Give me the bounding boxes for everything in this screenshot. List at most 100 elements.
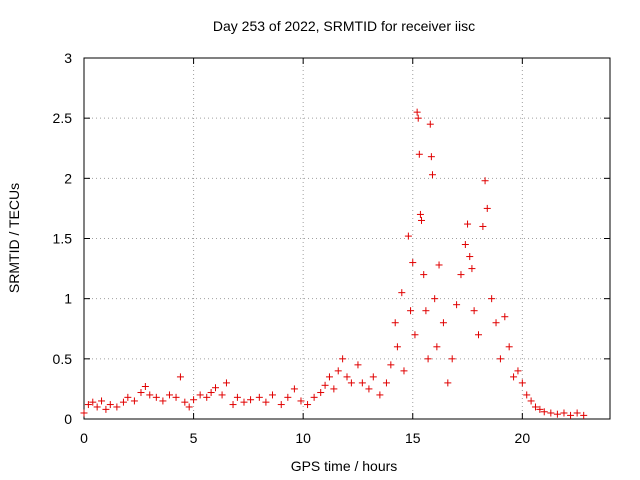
data-point [146, 391, 154, 399]
data-point [409, 259, 417, 267]
data-points [80, 108, 588, 419]
data-point [415, 150, 423, 158]
data-point [130, 397, 138, 405]
y-tick-label: 2 [64, 170, 72, 186]
data-point [547, 409, 555, 417]
y-tick-label: 1 [64, 291, 72, 307]
data-point [457, 271, 465, 279]
data-point [407, 307, 415, 315]
data-point [203, 393, 211, 401]
data-point [483, 204, 491, 212]
data-point [481, 177, 489, 185]
x-tick-label: 20 [515, 430, 531, 446]
data-point [317, 389, 325, 397]
data-point [369, 373, 377, 381]
data-point [284, 393, 292, 401]
y-axis-label: SRMTID / TECUs [6, 183, 22, 293]
grid-layer [84, 58, 610, 419]
y-tick-label: 1.5 [53, 231, 73, 247]
data-point [119, 398, 127, 406]
data-point [479, 222, 487, 230]
data-point [233, 393, 241, 401]
data-point [354, 361, 362, 369]
data-point [387, 361, 395, 369]
data-point [431, 295, 439, 303]
data-point [573, 409, 581, 417]
data-point [141, 383, 149, 391]
data-point [422, 307, 430, 315]
data-point [464, 220, 472, 228]
data-point [393, 343, 401, 351]
data-point [310, 393, 318, 401]
data-point [347, 379, 355, 387]
data-point [382, 379, 390, 387]
data-point [159, 397, 167, 405]
data-point [358, 379, 366, 387]
data-point [185, 403, 193, 411]
tick-layer: 0 5 10 15 20 0 0.5 1 1.5 2 2.5 3 [53, 50, 610, 446]
data-point [411, 331, 419, 339]
data-point [89, 398, 97, 406]
y-tick-label: 0.5 [53, 351, 73, 367]
data-point [404, 232, 412, 240]
x-tick-label: 15 [405, 430, 421, 446]
plot-frame [83, 57, 611, 420]
data-point [268, 391, 276, 399]
data-point [165, 391, 173, 399]
data-point [540, 408, 548, 416]
data-point [553, 410, 561, 418]
data-point [567, 411, 575, 419]
data-point [470, 307, 478, 315]
data-point [93, 403, 101, 411]
data-point [84, 401, 92, 409]
data-point [321, 381, 329, 389]
x-axis-label: GPS time / hours [291, 458, 398, 474]
data-point [475, 331, 482, 339]
data-point [247, 396, 255, 404]
data-point [531, 403, 539, 411]
data-point [102, 405, 110, 413]
data-point [426, 120, 434, 128]
data-point [262, 398, 270, 406]
data-point [466, 253, 474, 261]
data-point [176, 373, 184, 381]
data-point [80, 409, 88, 417]
data-point [488, 295, 496, 303]
data-point [505, 343, 513, 351]
data-point [330, 385, 338, 393]
data-point [172, 393, 180, 401]
data-point [560, 409, 568, 417]
data-point [433, 343, 441, 351]
data-point [453, 301, 461, 309]
data-point [304, 401, 312, 409]
data-point [152, 393, 160, 401]
data-point [536, 405, 544, 413]
data-point [514, 367, 522, 375]
data-point [398, 289, 406, 297]
data-point [297, 397, 305, 405]
data-point [501, 313, 509, 321]
data-point [580, 411, 588, 419]
y-tick-label: 2.5 [53, 110, 73, 126]
data-point [137, 389, 145, 397]
data-point [418, 216, 426, 224]
data-point [181, 398, 189, 406]
data-point [106, 401, 114, 409]
data-point [212, 384, 219, 392]
data-point [196, 391, 204, 399]
data-point [190, 396, 198, 404]
data-point [334, 367, 342, 375]
data-point [240, 398, 248, 406]
x-tick-label: 0 [80, 430, 88, 446]
data-point [428, 171, 436, 179]
data-point [468, 265, 476, 273]
data-point [444, 379, 452, 387]
data-point [376, 391, 384, 399]
data-point [229, 401, 237, 409]
data-point [325, 373, 333, 381]
data-point [510, 373, 518, 381]
data-point [527, 397, 535, 405]
data-point [416, 210, 424, 218]
